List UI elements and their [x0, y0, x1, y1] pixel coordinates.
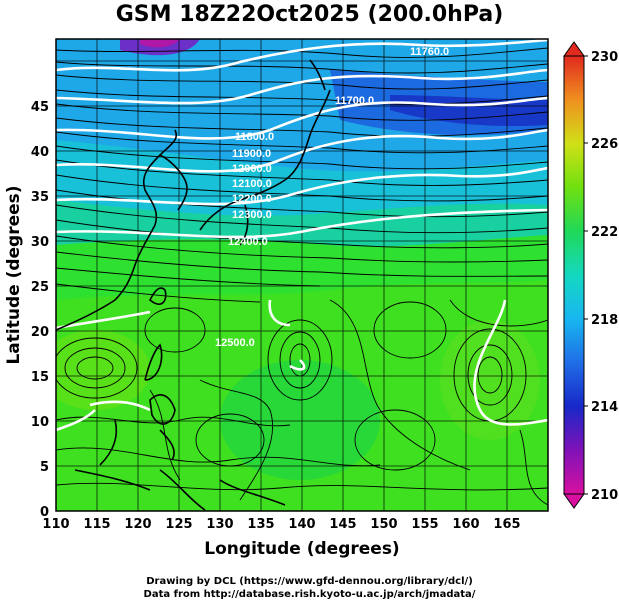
- y-tick-label: 5: [40, 460, 49, 475]
- colorbar-label: 218: [591, 313, 618, 328]
- colorbar-label: 226: [591, 137, 618, 152]
- svg-text:12500.0: 12500.0: [215, 337, 255, 349]
- x-tick-label: 165: [493, 517, 520, 532]
- y-axis: 0 5 10 15 20 25 30 35 40 45: [31, 100, 49, 520]
- height-contours: [56, 39, 548, 432]
- colorbar-label: 230: [591, 50, 618, 65]
- y-tick-label: 45: [31, 100, 49, 115]
- svg-text:11900.0: 11900.0: [232, 148, 271, 160]
- svg-text:12300.0: 12300.0: [232, 209, 272, 221]
- x-tick-label: 155: [411, 517, 438, 532]
- y-tick-label: 15: [31, 370, 49, 385]
- svg-text:12200.0: 12200.0: [232, 193, 272, 205]
- svg-text:11800.0: 11800.0: [235, 131, 274, 143]
- coastlines: [56, 59, 331, 511]
- x-axis: 110 115 120 125 130 135 140 145 150 155 …: [42, 517, 520, 532]
- svg-text:11760.0: 11760.0: [410, 46, 449, 58]
- x-tick-label: 110: [42, 517, 69, 532]
- y-tick-label: 10: [31, 415, 49, 430]
- x-tick-label: 160: [452, 517, 479, 532]
- y-tick-label: 20: [31, 325, 49, 340]
- y-tick-label: 35: [31, 190, 49, 205]
- x-tick-label: 135: [247, 517, 274, 532]
- streamlines: [56, 47, 548, 506]
- y-tick-label: 25: [31, 280, 49, 295]
- x-axis-label: Longitude (degrees): [204, 539, 399, 559]
- y-axis-label: Latitude (degrees): [4, 185, 24, 364]
- svg-text:12100.0: 12100.0: [232, 178, 272, 190]
- temperature-field: 11760.0 11700.0 11800.0 11900.0 12000.0 …: [56, 39, 548, 511]
- credit-data: Data from http://database.rish.kyoto-u.a…: [143, 589, 476, 600]
- y-tick-label: 0: [40, 505, 49, 520]
- colorbar: 230 226 222 218 214 210: [563, 41, 618, 509]
- svg-text:11700.0: 11700.0: [335, 95, 374, 107]
- chart-title: GSM 18Z22Oct2025 (200.0hPa): [115, 2, 504, 27]
- svg-text:12400.0: 12400.0: [228, 236, 268, 248]
- contour-labels: 11760.0 11700.0 11800.0 11900.0 12000.0 …: [215, 46, 449, 349]
- credit-drawing: Drawing by DCL (https://www.gfd-dennou.o…: [146, 576, 473, 587]
- x-tick-label: 145: [329, 517, 356, 532]
- x-tick-label: 140: [288, 517, 315, 532]
- colorbar-label: 210: [591, 488, 618, 503]
- svg-text:12000.0: 12000.0: [232, 163, 272, 175]
- plot-frame: [55, 38, 549, 512]
- x-tick-label: 115: [83, 517, 110, 532]
- colorbar-label: 214: [591, 400, 618, 415]
- y-tick-label: 40: [31, 145, 49, 160]
- x-tick-label: 120: [124, 517, 151, 532]
- x-tick-label: 125: [165, 517, 192, 532]
- x-tick-label: 130: [206, 517, 233, 532]
- y-tick-label: 30: [31, 235, 49, 250]
- colorbar-label: 222: [591, 225, 618, 240]
- map-figure: 11760.0 11700.0 11800.0 11900.0 12000.0 …: [4, 38, 618, 559]
- x-tick-label: 150: [370, 517, 397, 532]
